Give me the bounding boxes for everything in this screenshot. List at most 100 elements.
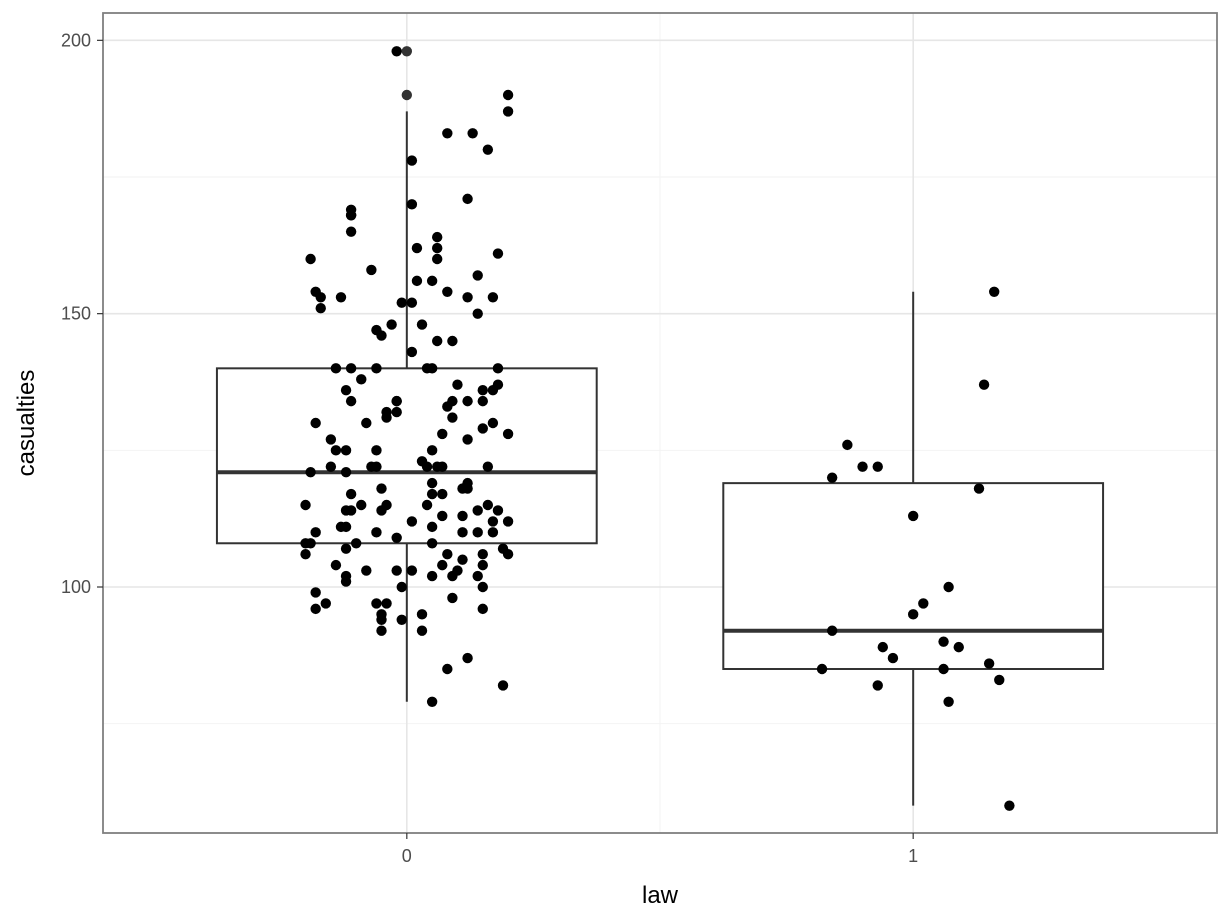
data-point (462, 395, 473, 407)
data-point (376, 505, 387, 516)
data-point (305, 538, 316, 549)
data-point (396, 614, 407, 625)
data-point (437, 510, 448, 522)
data-point (938, 636, 949, 647)
data-point (345, 210, 357, 221)
data-point (426, 477, 438, 489)
data-point (472, 308, 483, 319)
data-point (381, 412, 392, 423)
data-point (487, 417, 499, 429)
data-point (872, 680, 883, 691)
x-tick-label: 1 (908, 846, 918, 866)
data-point (421, 461, 433, 472)
data-point (477, 385, 488, 396)
data-point (457, 554, 468, 565)
data-point (462, 652, 473, 664)
data-point (477, 603, 488, 615)
data-point (482, 144, 494, 155)
data-point (432, 253, 443, 265)
data-point (386, 319, 397, 330)
data-point (305, 467, 316, 478)
data-point (457, 510, 468, 522)
data-point (462, 483, 473, 494)
data-point (340, 576, 352, 587)
data-point (872, 461, 883, 472)
point-layer (300, 46, 1015, 811)
data-point (426, 363, 438, 374)
data-point (477, 549, 488, 560)
data-point (305, 253, 316, 265)
data-point (361, 417, 372, 429)
data-point (411, 242, 423, 254)
data-point (462, 193, 473, 205)
data-point (416, 609, 428, 620)
data-point (482, 461, 494, 472)
data-point (310, 417, 321, 429)
data-point (371, 461, 382, 472)
data-point (978, 379, 990, 390)
data-point (300, 549, 311, 560)
data-point (381, 598, 392, 609)
data-point (487, 527, 499, 538)
data-point (857, 461, 868, 472)
data-point (983, 658, 995, 669)
data-point (437, 428, 448, 440)
data-point (406, 199, 418, 210)
data-point (310, 527, 321, 538)
data-point (371, 527, 382, 538)
data-point (361, 565, 372, 576)
data-point (437, 488, 448, 500)
data-point (826, 472, 838, 483)
outlier-point (401, 46, 413, 57)
data-point (487, 516, 499, 527)
data-point (330, 559, 342, 571)
panel-border (102, 12, 1218, 834)
data-point (340, 467, 352, 478)
data-point (989, 286, 1000, 297)
data-point (376, 483, 387, 494)
data-point (973, 483, 985, 494)
data-point (340, 385, 352, 396)
data-point (452, 379, 463, 390)
data-point (376, 625, 387, 636)
data-point (477, 559, 488, 571)
data-point (1004, 800, 1015, 811)
data-point (345, 488, 357, 500)
data-point (447, 592, 458, 604)
x-axis-title: law (642, 882, 679, 909)
data-point (391, 46, 402, 57)
data-point (340, 543, 352, 554)
data-point (437, 461, 448, 472)
data-point (376, 614, 387, 625)
data-point (300, 499, 311, 511)
data-point (918, 598, 929, 609)
data-point (416, 319, 428, 330)
data-point (442, 663, 453, 675)
data-point (943, 581, 954, 593)
data-point (426, 275, 438, 287)
data-point (340, 521, 352, 533)
box-group-1 (722, 291, 1105, 806)
data-point (472, 505, 483, 516)
data-point (345, 226, 357, 237)
data-point (406, 516, 418, 527)
data-point (371, 363, 382, 374)
data-point (406, 346, 418, 358)
data-point (432, 335, 443, 347)
data-point (487, 292, 499, 303)
data-point (391, 406, 402, 418)
data-point (366, 264, 377, 276)
data-point (310, 587, 321, 598)
data-point (907, 609, 919, 620)
data-point (345, 505, 357, 516)
data-point (426, 445, 438, 456)
data-point (826, 625, 838, 636)
data-point (391, 565, 402, 576)
data-point (887, 652, 899, 664)
data-point (406, 155, 418, 166)
box-group-0 (215, 46, 598, 702)
data-point (907, 510, 919, 522)
data-point (426, 538, 438, 549)
